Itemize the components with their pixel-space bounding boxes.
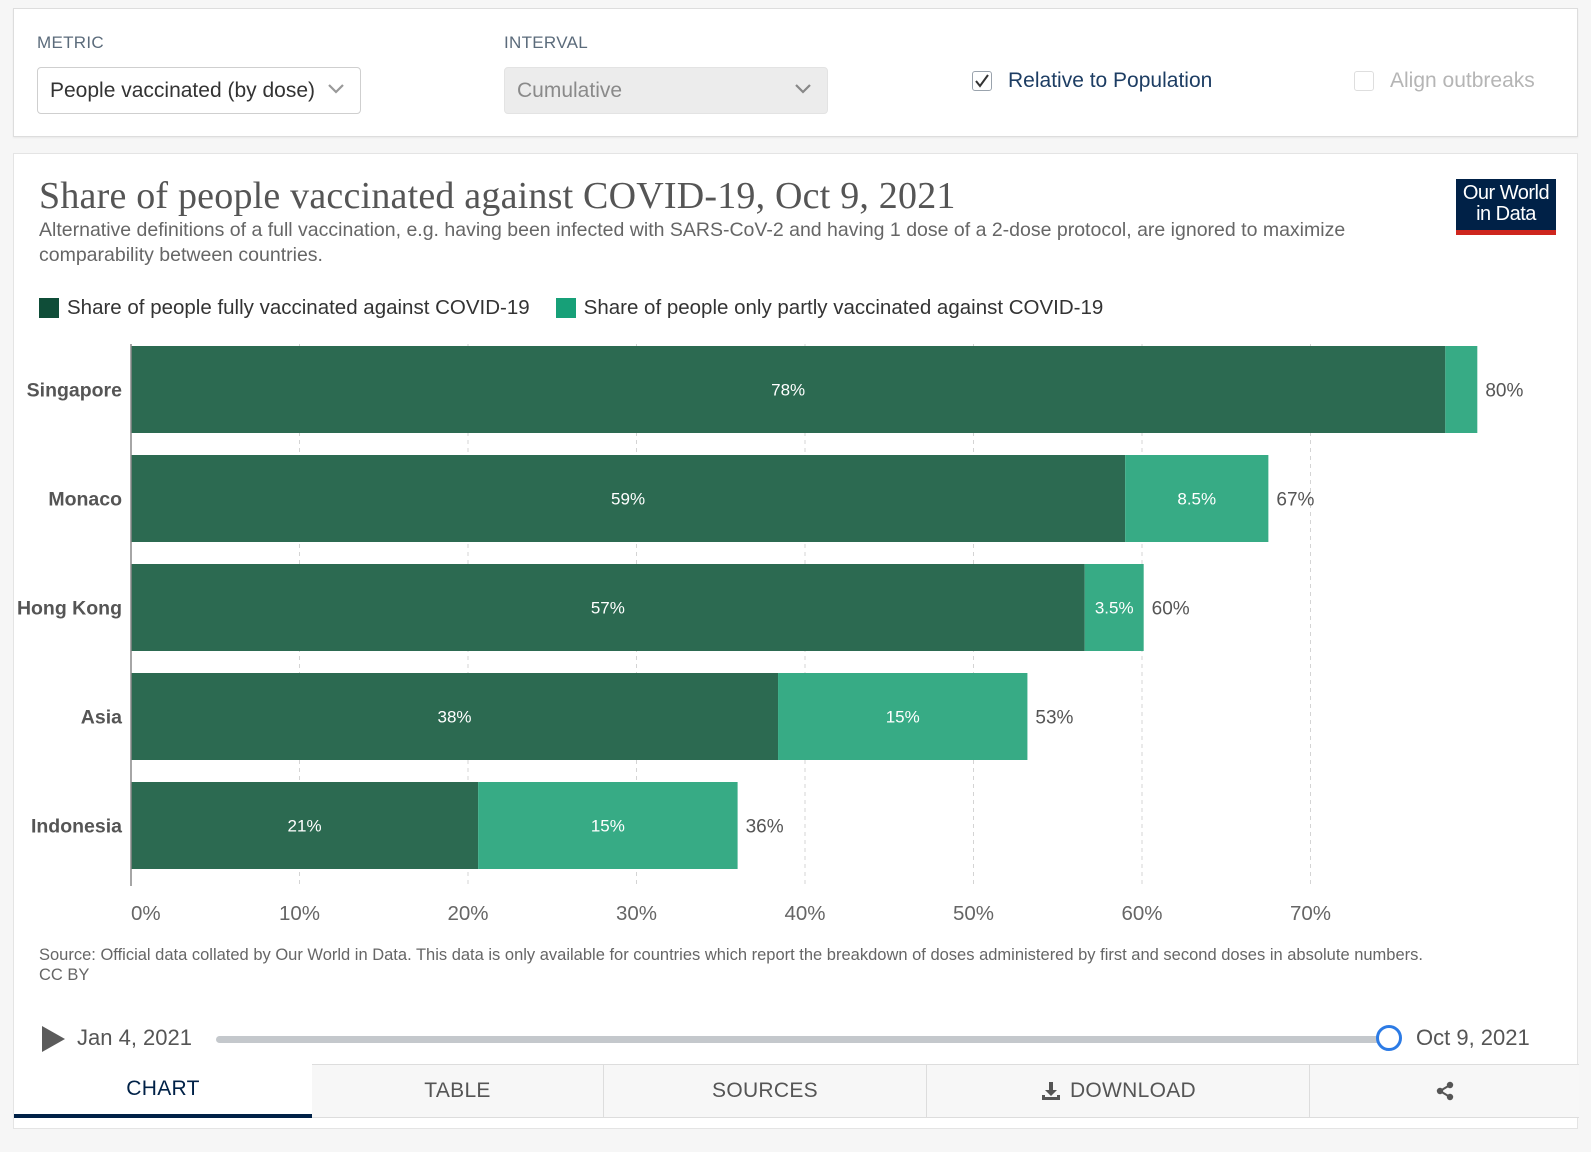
bar-fully-vaccinated (131, 564, 1085, 651)
total-label: 36% (746, 817, 784, 838)
legend-item-partly[interactable]: Share of people only partly vaccinated a… (555, 296, 1104, 320)
x-tick-label: 30% (616, 902, 657, 925)
interval-select[interactable]: Cumulative (504, 67, 828, 114)
data-label-fully: 59% (611, 490, 645, 509)
align-checkbox[interactable] (1354, 71, 1374, 91)
category-label: Indonesia (31, 816, 122, 838)
checkmark-icon (975, 74, 989, 88)
x-tick-label: 10% (279, 902, 320, 925)
bar-fully-vaccinated (131, 346, 1446, 433)
data-label-fully: 21% (288, 817, 322, 836)
x-tick-label: 40% (784, 902, 825, 925)
bar-partly-vaccinated (778, 673, 1028, 760)
total-label: 60% (1152, 599, 1190, 620)
chart-legend: Share of people fully vaccinated against… (39, 296, 1129, 320)
legend-item-fully[interactable]: Share of people fully vaccinated against… (39, 296, 530, 320)
x-tick-label: 50% (953, 902, 994, 925)
legend-label-fully: Share of people fully vaccinated against… (67, 296, 530, 319)
share-icon (1436, 1081, 1453, 1101)
timeline: Jan 4, 2021 Oct 9, 2021 (14, 1014, 1579, 1062)
chart-card: Share of people vaccinated against COVID… (13, 153, 1579, 1129)
total-label: 67% (1276, 490, 1314, 511)
interval-select-value: Cumulative (517, 79, 623, 102)
timeline-start-date: Jan 4, 2021 (77, 1025, 192, 1050)
bar-partly-vaccinated (1125, 455, 1269, 542)
legend-swatch-fully (39, 298, 59, 318)
total-label: 53% (1035, 708, 1073, 729)
bar-fully-vaccinated (131, 455, 1126, 542)
tab-sources[interactable]: SOURCES (604, 1064, 927, 1118)
category-label: Asia (81, 707, 122, 729)
chart-title: Share of people vaccinated against COVID… (39, 175, 956, 217)
data-label-fully: 78% (771, 381, 805, 400)
logo-line-2: in Data (1476, 203, 1536, 225)
x-tick-label: 70% (1290, 902, 1331, 925)
category-label: Singapore (27, 380, 123, 402)
tab-bar: CHART TABLE SOURCES DOWNLOAD (14, 1064, 1579, 1118)
bar-chart: Singapore 78% 80% Monaco 59% 8.5% 67% Hong Kong… (17, 344, 1523, 925)
source-license: CC BY (39, 965, 90, 984)
align-label: Align outbreaks (1390, 69, 1535, 92)
legend-label-partly: Share of people only partly vaccinated a… (583, 296, 1104, 319)
x-tick-label: 60% (1121, 902, 1162, 925)
category-label: Hong Kong (17, 598, 122, 620)
timeline-track[interactable] (216, 1036, 1401, 1043)
tab-download[interactable]: DOWNLOAD (927, 1064, 1310, 1118)
metric-select-value: People vaccinated (by dose) (50, 79, 315, 102)
chart-subtitle: Alternative definitions of a full vaccin… (39, 219, 1346, 266)
source-text: Source: Official data collated by Our Wo… (39, 946, 1423, 964)
bar-partly-vaccinated (1445, 346, 1478, 433)
tab-share[interactable] (1310, 1064, 1579, 1118)
tab-table[interactable]: TABLE (312, 1064, 604, 1118)
chevron-down-icon (328, 84, 344, 94)
relative-checkbox[interactable] (972, 71, 992, 91)
align-outbreaks-toggle[interactable]: Align outbreaks (1354, 69, 1535, 93)
bar-fully-vaccinated (131, 673, 779, 760)
tab-download-label: DOWNLOAD (1069, 1079, 1197, 1102)
owid-logo[interactable]: Our World in Data (1456, 179, 1556, 235)
legend-swatch-partly (555, 298, 576, 318)
category-label: Monaco (48, 489, 122, 511)
chart-source: Source: Official data collated by Our Wo… (39, 946, 1479, 985)
controls-panel: METRIC People vaccinated (by dose) INTER… (13, 8, 1578, 137)
timeline-end-date: Oct 9, 2021 (1416, 1025, 1530, 1050)
data-label-fully: 38% (438, 708, 472, 727)
data-label-fully: 57% (591, 599, 625, 618)
bar-partly-vaccinated (1084, 564, 1144, 651)
chevron-down-icon (795, 84, 811, 94)
relative-label: Relative to Population (1008, 69, 1213, 92)
metric-select[interactable]: People vaccinated (by dose) (37, 67, 361, 114)
data-label-partly: 8.5% (1177, 490, 1216, 509)
data-label-partly: 15% (886, 708, 920, 727)
download-icon (1041, 1082, 1060, 1100)
interval-label: INTERVAL (504, 33, 588, 52)
timeline-handle[interactable] (1376, 1025, 1402, 1051)
logo-line-1: Our World (1462, 182, 1550, 204)
bar-partly-vaccinated (478, 782, 738, 869)
relative-to-population-toggle[interactable]: Relative to Population (972, 69, 1212, 93)
play-icon[interactable] (42, 1026, 65, 1052)
data-label-partly: 3.5% (1095, 599, 1134, 618)
data-label-partly: 15% (591, 817, 625, 836)
x-tick-label: 20% (447, 902, 488, 925)
tab-chart[interactable]: CHART (14, 1064, 312, 1118)
x-tick-label: 0% (131, 902, 161, 925)
total-label: 80% (1485, 381, 1523, 402)
bar-fully-vaccinated (131, 782, 479, 869)
metric-label: METRIC (37, 33, 104, 52)
